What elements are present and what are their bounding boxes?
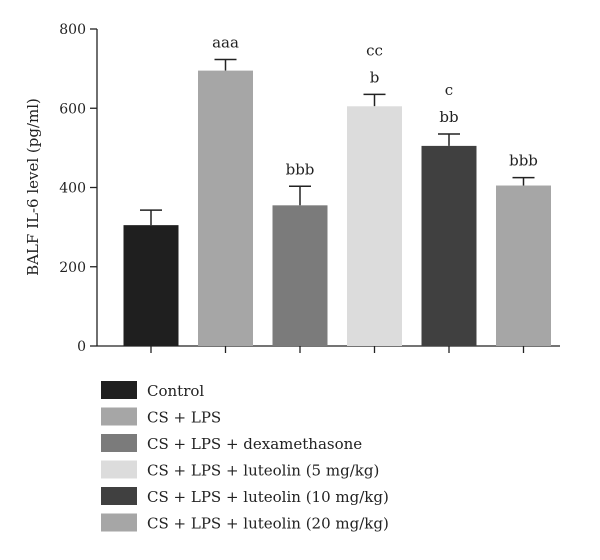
legend-label: CS + LPS + luteolin (20 mg/kg) <box>147 515 389 533</box>
legend-swatch <box>101 434 137 452</box>
legend-label: CS + LPS + luteolin (5 mg/kg) <box>147 462 379 480</box>
significance-label: bbb <box>509 152 538 170</box>
y-tick-label: 600 <box>59 101 86 117</box>
bar <box>123 225 179 346</box>
legend-swatch <box>101 460 137 479</box>
legend-label: CS + LPS <box>147 409 221 427</box>
bar <box>198 70 253 346</box>
significance-label: c <box>445 81 453 99</box>
y-axis-title: BALF IL-6 level (pg/ml) <box>24 98 42 276</box>
bar <box>272 205 328 346</box>
legend-label: Control <box>147 382 204 400</box>
y-tick-label: 400 <box>59 181 86 197</box>
legend-swatch <box>101 513 137 532</box>
bar <box>496 185 551 346</box>
significance-label: b <box>370 68 380 86</box>
y-tick-label: 800 <box>59 22 86 38</box>
significance-label: cc <box>366 41 383 59</box>
y-tick-label: 0 <box>77 339 86 355</box>
significance-label: bb <box>439 108 458 126</box>
significance-label: bbb <box>286 160 315 178</box>
y-tick-label: 200 <box>59 260 86 276</box>
significance-label: aaa <box>212 34 239 52</box>
bar <box>421 145 477 346</box>
legend-label: CS + LPS + dexamethasone <box>147 435 362 453</box>
bar <box>347 106 402 346</box>
legend-swatch <box>101 381 137 399</box>
legend: Control CS + LPS CS + LPS + dexamethasone C… <box>101 381 389 533</box>
legend-swatch <box>101 407 137 426</box>
legend-label: CS + LPS + luteolin (10 mg/kg) <box>147 488 389 506</box>
legend-swatch <box>101 487 137 505</box>
